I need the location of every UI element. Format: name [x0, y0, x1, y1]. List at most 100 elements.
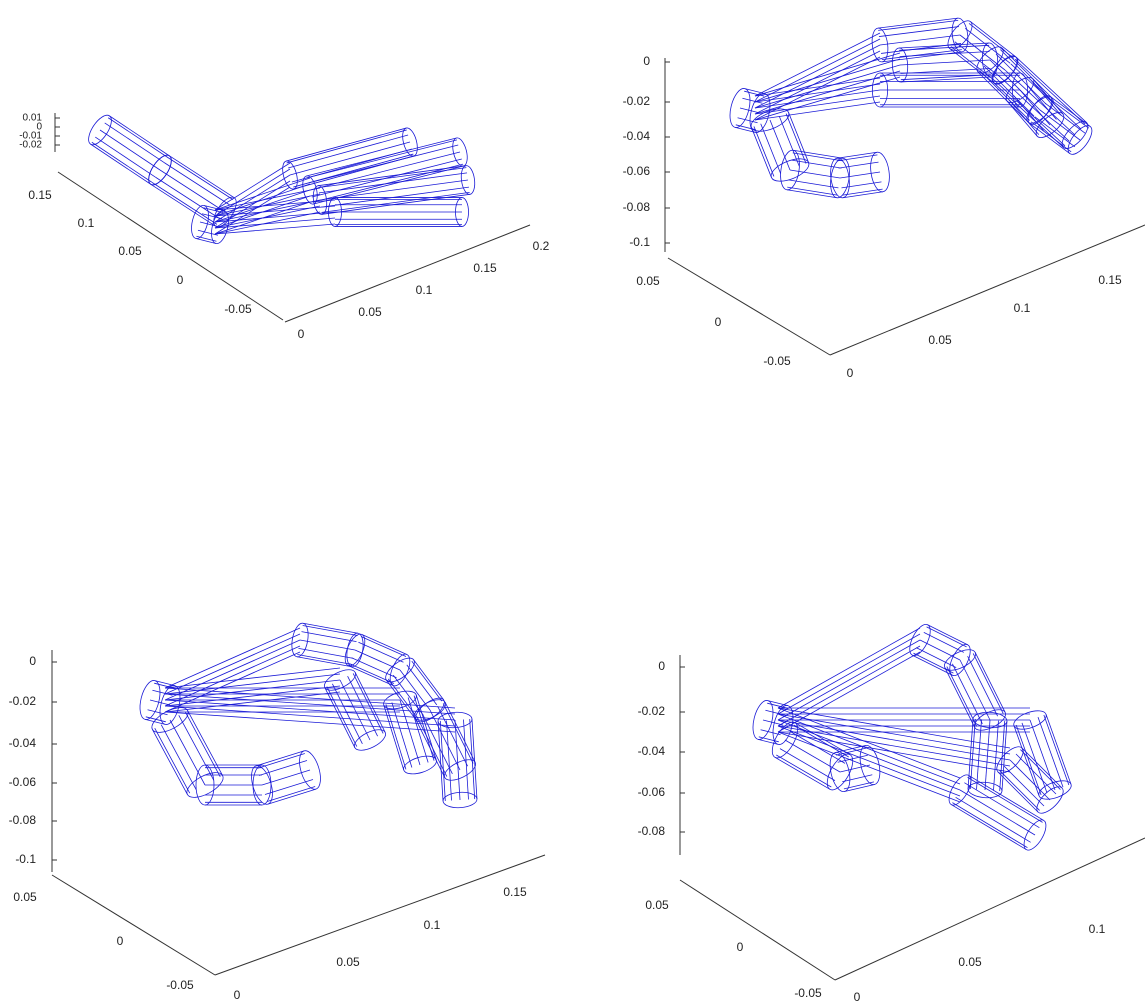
x-tick-label: 0.05 — [336, 955, 360, 969]
wire-edge — [1044, 102, 1086, 134]
wire-edge — [318, 165, 467, 187]
wire-edge — [347, 665, 394, 686]
wire-edge — [779, 748, 836, 781]
wire-edge — [214, 223, 336, 235]
y-tick-label: -0.05 — [224, 302, 252, 316]
wire-edge — [786, 189, 837, 199]
wire-edge — [737, 117, 758, 124]
x-tick-label: 0 — [854, 990, 861, 1004]
wire-edge — [107, 117, 169, 159]
wire-edge — [164, 699, 456, 721]
wire-edge — [777, 639, 921, 721]
y-tick-label: 0.05 — [13, 890, 37, 904]
wire-edge — [360, 636, 407, 657]
wire-edge — [899, 44, 990, 51]
wire-edge — [299, 639, 356, 651]
wire-edge — [164, 693, 456, 715]
wire-edge — [777, 713, 961, 785]
wire-edge — [1013, 95, 1044, 131]
y-tick-label: 0.1 — [78, 216, 95, 230]
wire-edge — [99, 129, 161, 171]
wire-edge — [149, 699, 171, 706]
wire-edge — [267, 786, 316, 802]
wire-edge — [361, 634, 408, 655]
x-tick-label: 0.05 — [958, 955, 982, 969]
wire-edge — [777, 731, 961, 803]
wire-edge — [184, 711, 221, 777]
panel: 0 -0.02 -0.04 -0.06 -0.08 -0.1 0.05 0 -0.05 0 0.05… — [9, 650, 546, 1002]
panel: 0 -0.02 -0.04 -0.06 -0.08 0.05 0 -0.05 0 0.05 0.1 — [638, 655, 1145, 1004]
wire-edge — [258, 760, 308, 776]
wire-edge — [1048, 97, 1090, 129]
wire-edge — [1020, 749, 1061, 790]
wire-edge — [199, 221, 221, 228]
wire-edge — [754, 50, 881, 115]
wire-edge — [998, 75, 1070, 142]
wire-edge — [993, 720, 999, 791]
wire-edge — [287, 134, 409, 169]
wire-edge — [469, 719, 476, 800]
wire-edge — [789, 731, 846, 764]
wire-edge — [387, 678, 419, 720]
wire-edge — [777, 627, 921, 709]
wire-edge — [842, 191, 884, 199]
wire-edge — [214, 168, 291, 217]
wire-edge — [444, 702, 476, 763]
z-tick-label: -0.06 — [9, 775, 37, 789]
z-tick-label: 0.01 — [23, 113, 43, 124]
wire-edge — [187, 710, 223, 776]
wire-edge — [778, 116, 800, 167]
wire-edge — [160, 724, 197, 790]
y-tick-label: 0 — [117, 934, 124, 948]
wire-edge — [769, 119, 791, 171]
hand-wireframe — [88, 114, 476, 244]
wire-edge — [879, 34, 961, 46]
wire-edge — [422, 713, 453, 774]
wire-edge — [147, 709, 168, 716]
wire-edge — [104, 122, 165, 164]
wire-edge — [164, 639, 301, 701]
wire-edge — [413, 695, 435, 761]
wire-edge — [754, 95, 881, 115]
wire-edge — [754, 32, 881, 97]
wire-edge — [967, 777, 1043, 823]
wire-edge — [154, 728, 191, 794]
wire-edge — [306, 137, 457, 177]
wire-edge — [298, 647, 354, 659]
wire-edge — [446, 720, 452, 801]
wire-edge — [742, 97, 763, 104]
wire-edge — [777, 707, 961, 779]
wire-edge — [1030, 80, 1062, 116]
z-tick-label: -0.1 — [15, 852, 36, 866]
wire-edge — [1026, 84, 1057, 120]
wire-edge — [952, 802, 1028, 848]
wire-edge — [319, 179, 469, 201]
wire-edge — [995, 53, 1047, 105]
wire-edge — [169, 719, 206, 786]
wire-edge — [774, 756, 831, 790]
wire-edge — [788, 179, 839, 189]
wire-edge — [1029, 719, 1056, 791]
wire-edge — [841, 181, 882, 189]
z-tick-label: -0.02 — [19, 140, 42, 151]
wire-edge — [289, 141, 411, 176]
x-tick-label: 0.1 — [416, 283, 433, 297]
x-tick-label: 0 — [298, 327, 305, 341]
wire-edge — [471, 718, 478, 799]
wire-edge — [214, 217, 336, 229]
wire-edge — [789, 169, 841, 179]
z-tick-label: 0 — [29, 654, 36, 668]
y-tick-label: 0.05 — [118, 244, 142, 258]
wire-edge — [406, 664, 438, 706]
wire-edge — [318, 172, 468, 194]
wire-edge — [777, 719, 961, 791]
wire-edge — [1019, 89, 1051, 126]
x-tick-label: 0.1 — [1089, 922, 1106, 936]
wire-edge — [878, 19, 959, 31]
wire-edge — [454, 719, 461, 801]
wire-edge — [214, 205, 321, 229]
wire-edge — [1030, 121, 1072, 153]
y-tick-label: 0 — [715, 315, 722, 329]
wire-edge — [164, 673, 341, 695]
wire-edge — [839, 171, 881, 179]
